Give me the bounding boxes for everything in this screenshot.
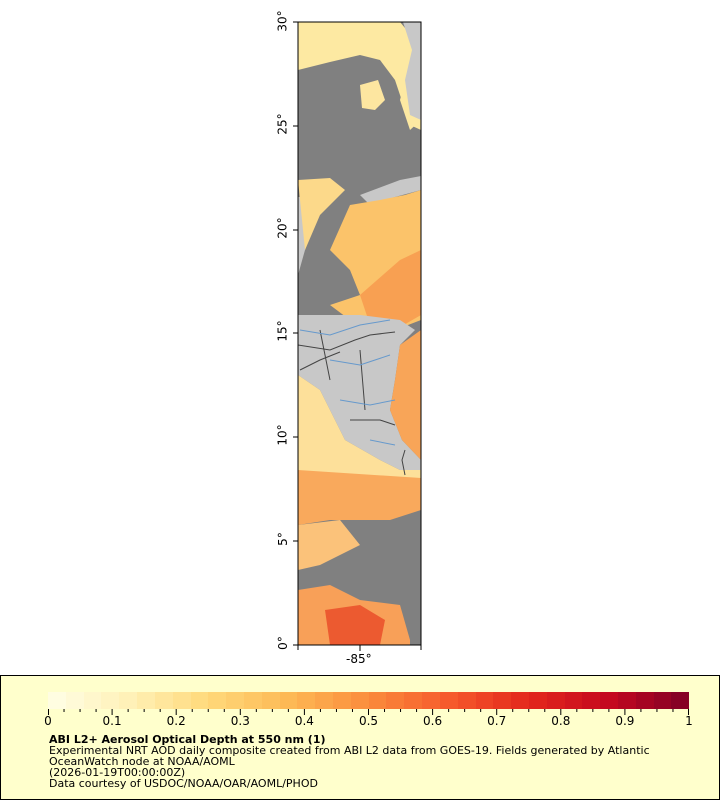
land-northeast bbox=[403, 22, 421, 120]
legend-title: ABI L2+ Aerosol Optical Depth at 550 nm … bbox=[49, 733, 326, 746]
country-borders bbox=[298, 329, 406, 476]
aod-region-east bbox=[390, 330, 421, 460]
colorbar-tick-label: 0.6 bbox=[423, 714, 443, 728]
colorbar-tick-label: 0.8 bbox=[551, 714, 571, 728]
colorbar-step bbox=[368, 692, 387, 709]
colorbar-step bbox=[137, 692, 155, 709]
colorbar-tick-label: 0.4 bbox=[294, 714, 314, 728]
colorbar-step bbox=[65, 692, 84, 709]
colorbar-tick-label: 0.7 bbox=[487, 714, 507, 728]
legend-time: (2026-01-19T00:00:00Z) bbox=[49, 766, 186, 779]
colorbar-step bbox=[582, 692, 601, 709]
legend-panel: 0 0.1 0.2 0.3 0.4 0.5 0.6 0.7 0.8 0.9 1 ABI L2+ Ae… bbox=[0, 675, 720, 800]
y-axis-label: 15° bbox=[275, 320, 290, 342]
aod-region-mid bbox=[298, 178, 345, 250]
aod-region-south bbox=[298, 470, 421, 525]
x-axis-label: -85° bbox=[346, 652, 372, 666]
colorbar-step bbox=[475, 692, 494, 709]
y-axis-label: 30° bbox=[275, 10, 290, 32]
legend-description-cont: OceanWatch node at NOAA/AOML bbox=[49, 755, 235, 768]
colorbar-step bbox=[386, 692, 405, 709]
aod-region-south2 bbox=[298, 520, 360, 570]
land-band bbox=[360, 176, 421, 205]
colorbar-step bbox=[439, 692, 458, 709]
colorbar-tick-label: 0 bbox=[44, 714, 52, 728]
aod-hotspot bbox=[325, 605, 385, 645]
colorbar-step bbox=[600, 692, 618, 709]
colorbar-step bbox=[172, 692, 191, 709]
colorbar-step bbox=[333, 692, 351, 709]
colorbar-tick-label: 1 bbox=[685, 714, 693, 728]
colorbar-tick-label: 0.2 bbox=[166, 714, 186, 728]
colorbar-tick-label: 0.1 bbox=[102, 714, 122, 728]
y-axis-label: 25° bbox=[275, 113, 290, 135]
aod-region-west bbox=[298, 375, 421, 490]
colorbar-step bbox=[154, 692, 173, 709]
colorbar-step bbox=[653, 692, 672, 709]
colorbar-step bbox=[297, 692, 316, 709]
aod-island-patch bbox=[360, 80, 385, 110]
colorbar-step bbox=[119, 692, 138, 709]
colorbar-step bbox=[279, 692, 298, 709]
colorbar-step bbox=[350, 692, 369, 709]
colorbar-step bbox=[671, 692, 690, 709]
aod-region-mid3 bbox=[360, 250, 421, 330]
colorbar-step bbox=[226, 692, 244, 709]
y-axis-label: 20° bbox=[275, 217, 290, 239]
colorbar-step bbox=[243, 692, 262, 709]
land-africa bbox=[298, 315, 421, 470]
colorbar-tick-label: 0.5 bbox=[358, 714, 379, 728]
legend-description: Experimental NRT AOD daily composite cre… bbox=[49, 744, 650, 757]
colorbar-step bbox=[546, 692, 565, 709]
colorbar-step bbox=[101, 692, 120, 709]
colorbar-step bbox=[261, 692, 280, 709]
colorbar-tick-label: 0.3 bbox=[230, 714, 250, 728]
colorbar-step bbox=[457, 692, 476, 709]
x-axis-ticks bbox=[297, 645, 422, 651]
colorbar-step bbox=[83, 692, 102, 709]
colorbar bbox=[48, 692, 690, 709]
colorbar-step bbox=[48, 692, 66, 709]
colorbar-step bbox=[511, 692, 529, 709]
colorbar-step bbox=[422, 692, 440, 709]
colorbar-step bbox=[618, 692, 636, 709]
aod-region-north bbox=[298, 22, 421, 130]
colorbar-step bbox=[190, 692, 209, 709]
colorbar-ticks bbox=[48, 709, 689, 715]
y-axis-label: 5° bbox=[275, 532, 290, 546]
y-axis-label: 0° bbox=[275, 636, 290, 650]
colorbar-step bbox=[404, 692, 423, 709]
colorbar-step bbox=[208, 692, 227, 709]
legend-credit: Data courtesy of USDOC/NOAA/OAR/AOML/PHO… bbox=[49, 777, 318, 790]
colorbar-step bbox=[564, 692, 583, 709]
colorbar-tick-label: 0.9 bbox=[615, 714, 635, 728]
y-axis-ticks bbox=[293, 21, 298, 646]
rivers bbox=[299, 319, 396, 446]
colorbar-step bbox=[493, 692, 512, 709]
y-axis-label: 10° bbox=[275, 424, 290, 446]
colorbar-step bbox=[315, 692, 333, 709]
colorbar-step bbox=[528, 692, 547, 709]
colorbar-step bbox=[635, 692, 654, 709]
aod-map bbox=[293, 21, 422, 651]
